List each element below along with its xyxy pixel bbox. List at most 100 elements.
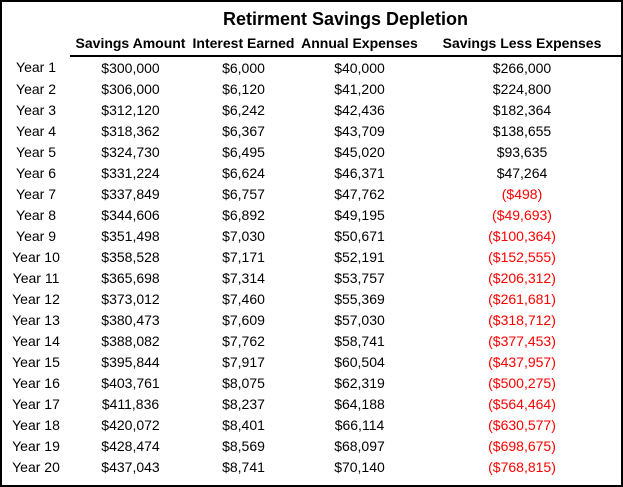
column-header-interest-earned: Interest Earned — [191, 31, 296, 57]
annual-expenses-cell: $45,020 — [334, 143, 385, 160]
annual-expenses-cell: $49,195 — [334, 206, 385, 223]
savings-less-expenses-cell: $224,800 — [492, 80, 552, 97]
savings-less-expenses-cell: ($437,957) — [488, 353, 556, 370]
savings-less-expenses-cell: ($49,693) — [492, 206, 552, 223]
interest-earned-cell: $6,892 — [222, 206, 265, 223]
savings-amount-cell: $306,000 — [101, 80, 160, 97]
annual-expenses-cell: $43,709 — [334, 122, 385, 139]
year-label: Year 13 — [12, 311, 60, 328]
annual-expenses-cell: $40,000 — [334, 59, 385, 76]
year-label: Year 5 — [16, 143, 56, 160]
year-label: Year 8 — [16, 206, 56, 223]
year-label: Year 16 — [12, 374, 60, 391]
savings-less-expenses-cell: ($630,577) — [488, 416, 556, 433]
table-row: Year 17 $411,836 $8,237 $64,188 ($564,464) — [2, 393, 621, 414]
savings-amount-cell: $437,043 — [101, 458, 160, 475]
interest-earned-cell: $6,495 — [222, 143, 265, 160]
savings-less-expenses-cell: ($768,815) — [488, 458, 556, 475]
savings-amount-cell: $300,000 — [101, 59, 160, 76]
annual-expenses-cell: $50,671 — [334, 227, 385, 244]
savings-amount-cell: $324,730 — [101, 143, 160, 160]
annual-expenses-cell: $68,097 — [334, 437, 385, 454]
table-row: Year 4 $318,362 $6,367 $43,709 $138,655 — [2, 120, 621, 141]
interest-earned-cell: $7,030 — [222, 227, 265, 244]
interest-earned-cell: $8,741 — [222, 458, 265, 475]
page-title: Retirment Savings Depletion — [222, 9, 469, 29]
savings-less-expenses-cell: ($564,464) — [488, 395, 556, 412]
interest-earned-cell: $6,757 — [222, 185, 265, 202]
savings-less-expenses-cell: ($100,364) — [488, 227, 556, 244]
annual-expenses-cell: $55,369 — [334, 290, 385, 307]
annual-expenses-cell: $70,140 — [334, 458, 385, 475]
year-label: Year 15 — [12, 353, 60, 370]
annual-expenses-cell: $62,319 — [334, 374, 385, 391]
savings-amount-cell: $373,012 — [101, 290, 160, 307]
annual-expenses-cell: $58,741 — [334, 332, 385, 349]
table-row: Year 8 $344,606 $6,892 $49,195 ($49,693) — [2, 204, 621, 225]
table-row: Year 11 $365,698 $7,314 $53,757 ($206,312) — [2, 267, 621, 288]
interest-earned-cell: $8,237 — [222, 395, 265, 412]
column-header-savings-less-expenses: Savings Less Expenses — [423, 31, 621, 57]
savings-amount-cell: $388,082 — [101, 332, 160, 349]
savings-amount-cell: $344,606 — [101, 206, 160, 223]
savings-amount-cell: $428,474 — [101, 437, 160, 454]
table-header-row: Savings Amount Interest Earned Annual Ex… — [2, 31, 621, 57]
interest-earned-cell: $6,000 — [222, 59, 265, 76]
interest-earned-cell: $7,609 — [222, 311, 265, 328]
savings-amount-cell: $337,849 — [101, 185, 160, 202]
savings-amount-cell: $312,120 — [101, 101, 160, 118]
table-row: Year 3 $312,120 $6,242 $42,436 $182,364 — [2, 99, 621, 120]
savings-less-expenses-cell: $266,000 — [492, 59, 552, 76]
savings-amount-cell: $358,528 — [101, 248, 160, 265]
table-row: Year 9 $351,498 $7,030 $50,671 ($100,364) — [2, 225, 621, 246]
year-label: Year 7 — [16, 185, 56, 202]
year-label: Year 2 — [16, 80, 56, 97]
year-label: Year 10 — [12, 248, 60, 265]
annual-expenses-cell: $66,114 — [334, 416, 385, 433]
annual-expenses-cell: $42,436 — [334, 101, 385, 118]
interest-earned-cell: $7,917 — [222, 353, 265, 370]
interest-earned-cell: $8,075 — [222, 374, 265, 391]
table-row: Year 6 $331,224 $6,624 $46,371 $47,264 — [2, 162, 621, 183]
table-body: Year 1 $300,000 $6,000 $40,000 $266,000 Year … — [2, 56, 621, 477]
savings-less-expenses-cell: $47,264 — [496, 164, 548, 181]
table-row: Year 7 $337,849 $6,757 $47,762 ($498) — [2, 183, 621, 204]
year-label: Year 14 — [12, 332, 60, 349]
annual-expenses-cell: $46,371 — [334, 164, 385, 181]
table-row: Year 13 $380,473 $7,609 $57,030 ($318,712) — [2, 309, 621, 330]
savings-less-expenses-cell: $93,635 — [496, 143, 548, 160]
table-row: Year 18 $420,072 $8,401 $66,114 ($630,577) — [2, 414, 621, 435]
interest-earned-cell: $7,314 — [222, 269, 265, 286]
interest-earned-cell: $8,569 — [222, 437, 265, 454]
retirement-savings-table: Savings Amount Interest Earned Annual Ex… — [2, 31, 621, 477]
savings-amount-cell: $365,698 — [101, 269, 160, 286]
savings-amount-cell: $395,844 — [101, 353, 160, 370]
savings-less-expenses-cell: ($377,453) — [488, 332, 556, 349]
year-label: Year 17 — [12, 395, 60, 412]
table-row: Year 14 $388,082 $7,762 $58,741 ($377,453) — [2, 330, 621, 351]
savings-amount-cell: $351,498 — [101, 227, 160, 244]
year-label: Year 20 — [12, 458, 60, 475]
savings-less-expenses-cell: $138,655 — [492, 122, 552, 139]
year-label: Year 3 — [16, 101, 56, 118]
year-label: Year 4 — [16, 122, 56, 139]
savings-amount-cell: $403,761 — [101, 374, 160, 391]
interest-earned-cell: $8,401 — [222, 416, 265, 433]
table-row: Year 15 $395,844 $7,917 $60,504 ($437,957) — [2, 351, 621, 372]
annual-expenses-cell: $64,188 — [334, 395, 385, 412]
table-row: Year 2 $306,000 $6,120 $41,200 $224,800 — [2, 78, 621, 99]
savings-less-expenses-cell: ($698,675) — [488, 437, 556, 454]
savings-amount-cell: $380,473 — [101, 311, 160, 328]
savings-less-expenses-cell: ($498) — [501, 185, 543, 202]
savings-amount-cell: $420,072 — [101, 416, 160, 433]
savings-amount-cell: $331,224 — [101, 164, 160, 181]
year-label: Year 12 — [12, 290, 60, 307]
table-row: Year 19 $428,474 $8,569 $68,097 ($698,675) — [2, 435, 621, 456]
annual-expenses-cell: $53,757 — [334, 269, 385, 286]
column-header-annual-expenses: Annual Expenses — [296, 31, 423, 57]
interest-earned-cell: $7,171 — [222, 248, 265, 265]
savings-less-expenses-cell: $182,364 — [492, 101, 552, 118]
savings-less-expenses-cell: ($152,555) — [488, 248, 556, 265]
interest-earned-cell: $7,762 — [222, 332, 265, 349]
savings-less-expenses-cell: ($318,712) — [488, 311, 556, 328]
